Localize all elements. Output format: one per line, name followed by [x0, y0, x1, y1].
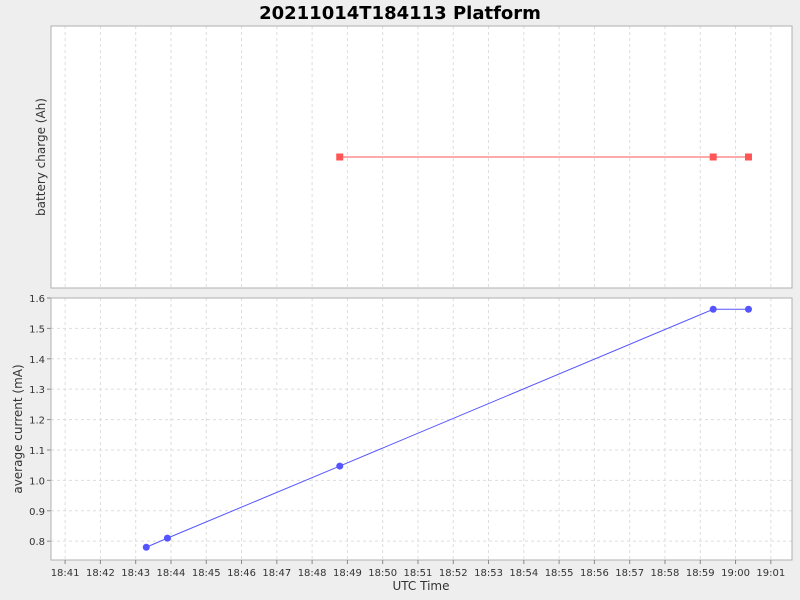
x-tick-label: 18:46 [227, 568, 256, 579]
x-tick-label: 18:56 [580, 568, 609, 579]
x-tick-label: 18:45 [192, 568, 221, 579]
y-tick-label: 1.6 [29, 294, 45, 305]
y-tick-label: 1.1 [29, 446, 45, 457]
data-point [142, 543, 150, 551]
x-axis-label: UTC Time [393, 579, 450, 593]
y-axis-label: average current (mA) [11, 364, 25, 493]
y-tick-label: 1.4 [29, 355, 45, 366]
data-point [744, 153, 752, 161]
x-tick-label: 18:49 [333, 568, 362, 579]
x-tick-label: 18:47 [262, 568, 291, 579]
x-tick-label: 19:00 [721, 568, 750, 579]
plot-background [51, 298, 792, 560]
x-tick-label: 18:54 [509, 568, 538, 579]
data-point [744, 305, 752, 313]
y-tick-label: 1.5 [29, 324, 45, 335]
x-tick-label: 18:58 [651, 568, 680, 579]
x-tick-label: 18:53 [474, 568, 503, 579]
x-tick-label: 18:52 [439, 568, 468, 579]
chart-title: 20211014T184113 Platform [259, 3, 541, 24]
panel-1: battery charge (Ah) [34, 25, 793, 289]
x-tick-label: 18:59 [686, 568, 715, 579]
y-tick-label: 0.8 [29, 537, 45, 548]
panels: battery charge (Ah) 0.8 0.9 1.0 1.1 1.2 1.3 1.4… [11, 25, 793, 579]
x-tick-label: 18:44 [157, 568, 186, 579]
x-tick-label: 18:50 [368, 568, 397, 579]
y-tick-label: 1.3 [29, 385, 45, 396]
data-point [163, 534, 171, 542]
x-tick-label: 18:43 [121, 568, 150, 579]
y-tick-label: 1.2 [29, 416, 45, 427]
x-tick-label: 18:42 [86, 568, 115, 579]
y-axis-label: battery charge (Ah) [34, 98, 48, 216]
data-point [709, 153, 717, 161]
x-tick-label: 19:01 [756, 568, 785, 579]
x-tick-label: 18:57 [615, 568, 644, 579]
panel-2: 0.8 0.9 1.0 1.1 1.2 1.3 1.4 1.5 1.6 average curre… [11, 294, 793, 579]
data-point [336, 153, 344, 161]
plot-border [50, 297, 793, 561]
plot-border [50, 25, 793, 289]
x-tick-label: 18:55 [545, 568, 574, 579]
x-tick-label: 18:51 [404, 568, 433, 579]
data-point [336, 462, 344, 470]
y-tick-label: 1.0 [29, 476, 45, 487]
y-tick-label: 0.9 [29, 507, 45, 518]
x-tick-label: 18:41 [51, 568, 80, 579]
data-point [709, 305, 717, 313]
x-tick-label: 18:48 [298, 568, 327, 579]
